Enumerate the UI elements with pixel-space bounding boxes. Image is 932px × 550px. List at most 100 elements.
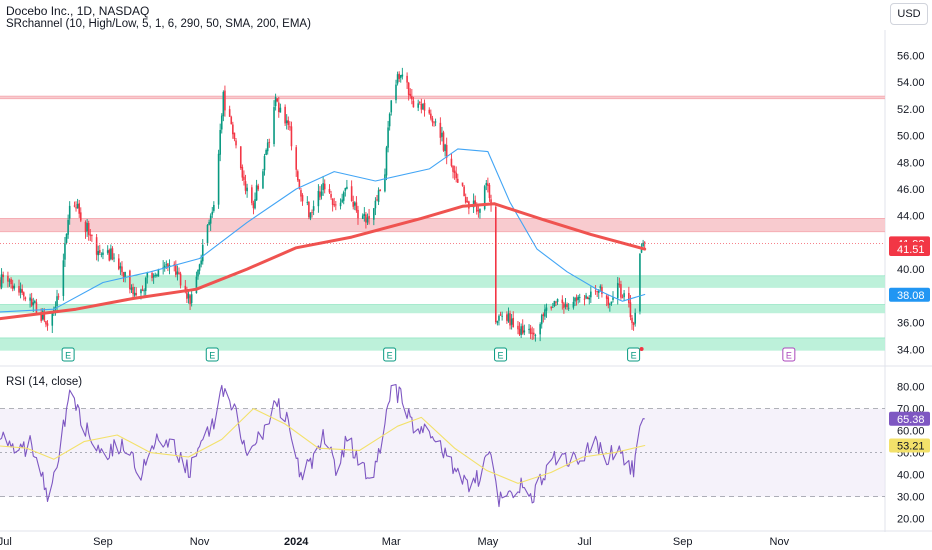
candle-body bbox=[300, 190, 302, 197]
price-tick-label: 56.00 bbox=[897, 50, 925, 62]
candle-body bbox=[0, 279, 1, 287]
candle-body bbox=[539, 324, 541, 335]
candle-body bbox=[35, 302, 38, 314]
price-tick-label: 50.00 bbox=[897, 131, 925, 143]
earnings-label: E bbox=[631, 351, 637, 361]
earnings-icon bbox=[205, 347, 219, 362]
earnings-icon bbox=[627, 347, 641, 362]
candle-body bbox=[620, 284, 622, 298]
candle-body bbox=[464, 196, 467, 203]
candle-body bbox=[398, 73, 400, 79]
candle-body bbox=[22, 292, 25, 297]
candle-body bbox=[110, 248, 112, 260]
candle-body bbox=[222, 91, 225, 117]
candle-body bbox=[466, 200, 469, 202]
candle-body bbox=[19, 288, 22, 293]
candle-body bbox=[276, 98, 278, 102]
candle-body bbox=[156, 274, 158, 276]
candle-body bbox=[102, 252, 104, 255]
price-tick-label: 44.00 bbox=[897, 211, 925, 223]
candle-body bbox=[430, 113, 432, 119]
candle-body bbox=[219, 129, 221, 155]
candle-body bbox=[354, 202, 356, 206]
candle-body bbox=[444, 144, 446, 152]
candle-body bbox=[132, 286, 134, 295]
earnings-icon bbox=[782, 347, 796, 362]
candle-body bbox=[341, 199, 343, 203]
candle-body bbox=[411, 96, 413, 100]
candle-body bbox=[279, 107, 282, 113]
candle-body bbox=[113, 257, 115, 259]
candle-body bbox=[266, 142, 269, 152]
rsi-label-text: 65.38 bbox=[897, 414, 925, 426]
candle-body bbox=[564, 304, 567, 307]
candle-body bbox=[583, 298, 586, 300]
candle-body bbox=[399, 75, 402, 78]
candle-body bbox=[140, 289, 142, 294]
candle-body bbox=[407, 82, 410, 95]
candle-body bbox=[639, 253, 641, 312]
candle-body bbox=[344, 188, 347, 191]
candle-body bbox=[545, 307, 548, 311]
rsi-tick-label: 60.00 bbox=[897, 426, 925, 438]
candle-body bbox=[363, 213, 366, 216]
candle-body bbox=[501, 315, 503, 317]
candle-body bbox=[309, 212, 312, 219]
candle-body bbox=[365, 214, 367, 223]
candle-body bbox=[162, 267, 164, 269]
earnings-label: E bbox=[786, 351, 792, 361]
candle-body bbox=[333, 204, 336, 206]
candle-body bbox=[409, 93, 412, 97]
candle-body bbox=[295, 147, 298, 170]
candle-body bbox=[157, 269, 160, 277]
time-tick-label: Nov bbox=[770, 536, 790, 548]
price-tick-label: 48.00 bbox=[897, 157, 925, 169]
price-tick-label: 54.00 bbox=[897, 77, 925, 89]
candle-body bbox=[479, 208, 481, 213]
rsi-tick-label: 20.00 bbox=[897, 514, 925, 526]
candle-body bbox=[133, 292, 136, 296]
candle-body bbox=[228, 109, 231, 117]
candle-body bbox=[40, 314, 42, 321]
candle-body bbox=[590, 291, 592, 298]
candle-body bbox=[488, 184, 491, 199]
candle-body bbox=[529, 328, 532, 335]
candle-body bbox=[154, 274, 157, 276]
candle-body bbox=[290, 126, 293, 147]
ema-200-line bbox=[0, 202, 647, 321]
candle-body bbox=[628, 293, 630, 304]
candle-body bbox=[361, 215, 364, 220]
candle-body bbox=[308, 201, 310, 218]
candle-body bbox=[422, 104, 424, 110]
candle-body bbox=[312, 206, 315, 211]
candle-body bbox=[643, 241, 646, 243]
candle-body bbox=[331, 198, 334, 205]
rsi-label-text: 53.21 bbox=[897, 441, 925, 453]
earnings-label: E bbox=[65, 351, 71, 361]
candle-body bbox=[232, 124, 234, 135]
currency-button[interactable]: USD bbox=[890, 3, 928, 25]
candle-body bbox=[18, 285, 20, 293]
candle-body bbox=[175, 264, 177, 275]
time-tick-label: Jul bbox=[577, 536, 591, 548]
candle-body bbox=[122, 272, 125, 279]
price-label-box bbox=[889, 287, 930, 302]
candle-body bbox=[373, 208, 375, 220]
indicator-label: SRchannel (10, High/Low, 5, 1, 6, 290, 5… bbox=[6, 18, 311, 30]
candle-body bbox=[439, 122, 442, 138]
candle-body bbox=[213, 204, 215, 211]
candle-body bbox=[596, 291, 598, 293]
candle-body bbox=[235, 140, 237, 146]
candle-body bbox=[609, 304, 611, 305]
candle-body bbox=[135, 293, 138, 295]
candle-body bbox=[298, 179, 301, 189]
candle-body bbox=[328, 188, 331, 193]
candle-body bbox=[322, 183, 324, 191]
candle-body bbox=[352, 201, 355, 207]
candle-body bbox=[376, 199, 378, 201]
candle-body bbox=[51, 312, 54, 326]
candle-body bbox=[78, 203, 80, 214]
candle-body bbox=[41, 310, 44, 320]
